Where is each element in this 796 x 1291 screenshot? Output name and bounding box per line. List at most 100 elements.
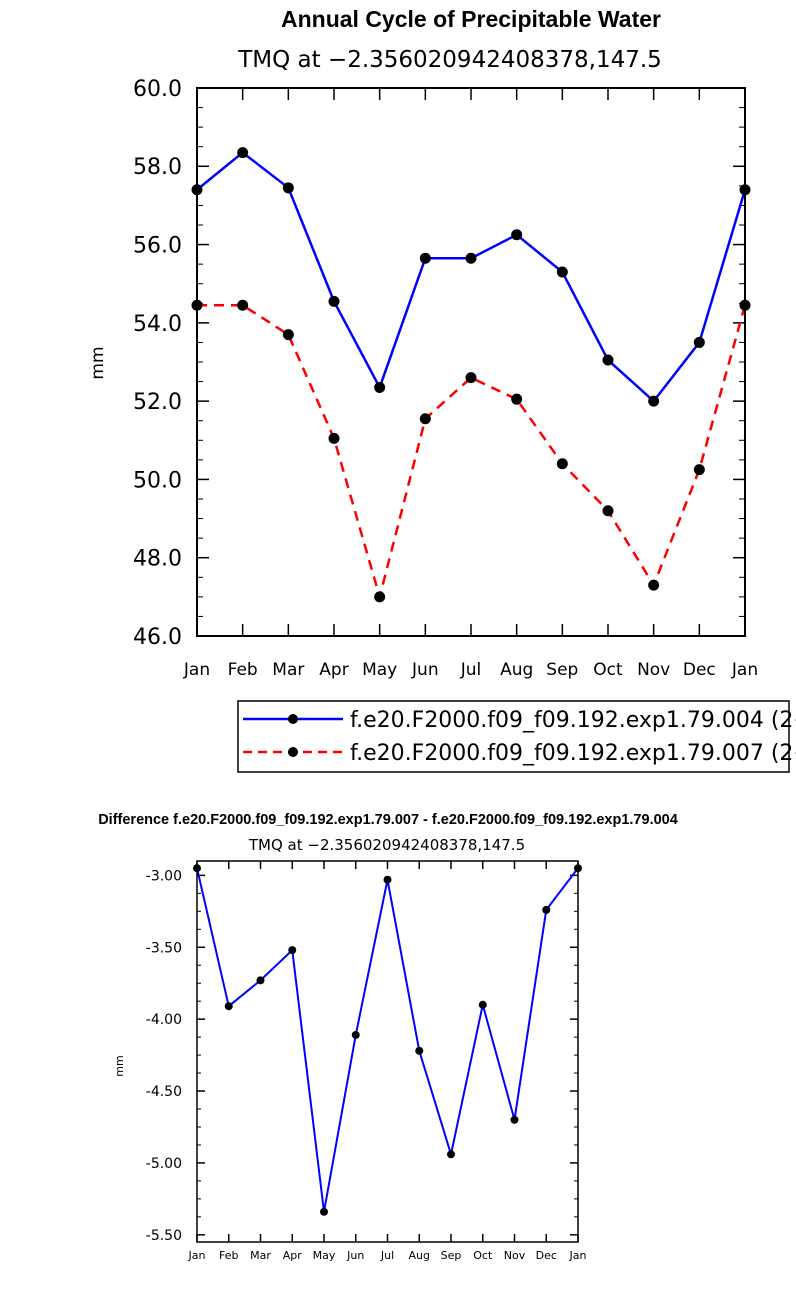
x-tick-label: Apr [319, 660, 348, 680]
legend-label-series-1: f.e20.F2000.f09_f09.192.exp1.79.004 (2−6… [350, 708, 796, 733]
data-point [510, 1115, 519, 1124]
y-tick-label: -4.00 [146, 1012, 182, 1028]
x-tick-label: Jul [380, 1249, 394, 1262]
data-point [511, 393, 523, 405]
data-point [282, 182, 294, 194]
data-point [237, 299, 249, 311]
y-tick-label: -5.00 [146, 1156, 182, 1172]
data-point [556, 266, 568, 278]
y-tick-label: 60.0 [133, 77, 182, 102]
y-tick-label: -3.50 [146, 940, 182, 956]
data-point [693, 464, 705, 476]
chart1-ylabel: mm [88, 346, 108, 379]
data-point [256, 976, 265, 985]
x-tick-label: May [362, 660, 397, 680]
chart1-points [191, 147, 751, 603]
legend-marker-series-1 [288, 714, 298, 724]
x-tick-label: Aug [500, 660, 533, 680]
data-point [328, 295, 340, 307]
data-point [415, 1046, 424, 1055]
series-line-1 [196, 867, 579, 1213]
data-point [383, 875, 392, 884]
y-tick-label: 46.0 [133, 625, 182, 650]
data-point [542, 905, 551, 914]
y-tick-label: 54.0 [133, 312, 182, 337]
data-point [282, 329, 294, 341]
data-point [556, 458, 568, 470]
legend-marker-series-2 [288, 747, 298, 757]
chart1-title: Annual Cycle of Precipitable Water [281, 6, 661, 32]
data-point [320, 1207, 328, 1216]
y-tick-label: -5.50 [146, 1228, 182, 1244]
x-tick-label: Jan [731, 660, 758, 680]
data-point [465, 252, 477, 264]
x-tick-label: Jun [411, 660, 439, 680]
chart2-plot-frame [196, 860, 579, 1243]
data-point [478, 1000, 487, 1009]
x-tick-label: Sep [441, 1249, 462, 1262]
series-line-2 [197, 303, 747, 599]
x-tick-label: Dec [536, 1249, 557, 1262]
legend-frame [237, 700, 790, 773]
data-point [465, 372, 477, 384]
x-tick-label: Nov [637, 660, 670, 680]
x-tick-label: May [313, 1249, 336, 1262]
chart1-plot-frame [196, 87, 746, 637]
x-tick-label: Mar [272, 660, 304, 680]
chart2-ticks [196, 861, 579, 1242]
x-tick-label: Aug [409, 1249, 430, 1262]
chart1-subtitle: TMQ at −2.356020942408378,147.5 [237, 47, 662, 73]
data-point [288, 946, 297, 955]
data-point [511, 229, 523, 241]
data-point [419, 252, 431, 264]
difference-chart: Difference f.e20.F2000.f09_f09.192.exp1.… [98, 812, 678, 1262]
annual-cycle-chart: Annual Cycle of Precipitable Water TMQ a… [88, 6, 796, 773]
x-tick-label: Mar [250, 1249, 271, 1262]
data-point [328, 432, 340, 444]
data-point [374, 591, 386, 603]
data-point [419, 413, 431, 425]
chart1-x-tick-labels: Jan Feb Mar Apr May Jun Jul Aug Sep Oct Nov Dec Jan [183, 660, 758, 680]
x-tick-label: Feb [228, 660, 258, 680]
chart2-ylabel: mm [113, 1055, 126, 1076]
x-tick-label: Oct [473, 1249, 493, 1262]
y-tick-label: 48.0 [133, 547, 182, 572]
chart2-title: Difference f.e20.F2000.f09_f09.192.exp1.… [98, 812, 678, 828]
chart2-y-tick-labels: -5.50 -5.00 -4.50 -4.00 -3.50 -3.00 [146, 868, 182, 1243]
data-point [648, 579, 660, 591]
data-point [237, 147, 249, 159]
x-tick-label: Jun [346, 1249, 364, 1262]
data-point [602, 354, 614, 366]
x-tick-label: Oct [593, 660, 623, 680]
chart1-legend: f.e20.F2000.f09_f09.192.exp1.79.004 (2−6… [237, 700, 796, 773]
chart2-points [193, 864, 582, 1216]
data-point [351, 1030, 360, 1039]
chart2-series-lines [196, 867, 579, 1213]
x-tick-label: Nov [504, 1249, 526, 1262]
x-tick-label: Sep [546, 660, 578, 680]
y-tick-label: 56.0 [133, 233, 182, 258]
y-tick-label: 52.0 [133, 390, 182, 415]
x-tick-label: Jan [183, 660, 210, 680]
x-tick-label: Jan [569, 1249, 587, 1262]
x-tick-label: Jul [460, 660, 482, 680]
data-point [602, 505, 614, 517]
chart2-x-tick-labels: Jan Feb Mar Apr May Jun Jul Aug Sep Oct Nov Dec Jan [188, 1249, 587, 1262]
data-point [447, 1150, 455, 1159]
data-point [693, 336, 705, 348]
chart1-ticks [196, 87, 746, 637]
legend-label-series-2: f.e20.F2000.f09_f09.192.exp1.79.007 (2−6… [350, 741, 796, 766]
chart1-y-tick-labels: 46.0 48.0 50.0 52.0 54.0 56.0 58.0 60.0 [133, 77, 182, 650]
series-line-1 [196, 151, 747, 403]
data-point [648, 395, 660, 407]
y-tick-label: -4.50 [146, 1084, 182, 1100]
x-tick-label: Jan [188, 1249, 206, 1262]
data-point [224, 1002, 233, 1011]
y-tick-label: 58.0 [133, 155, 182, 180]
x-tick-label: Dec [683, 660, 716, 680]
x-tick-label: Apr [283, 1249, 303, 1262]
y-tick-label: 50.0 [133, 468, 182, 493]
chart2-subtitle: TMQ at −2.356020942408378,147.5 [248, 836, 525, 854]
x-tick-label: Feb [219, 1249, 238, 1262]
